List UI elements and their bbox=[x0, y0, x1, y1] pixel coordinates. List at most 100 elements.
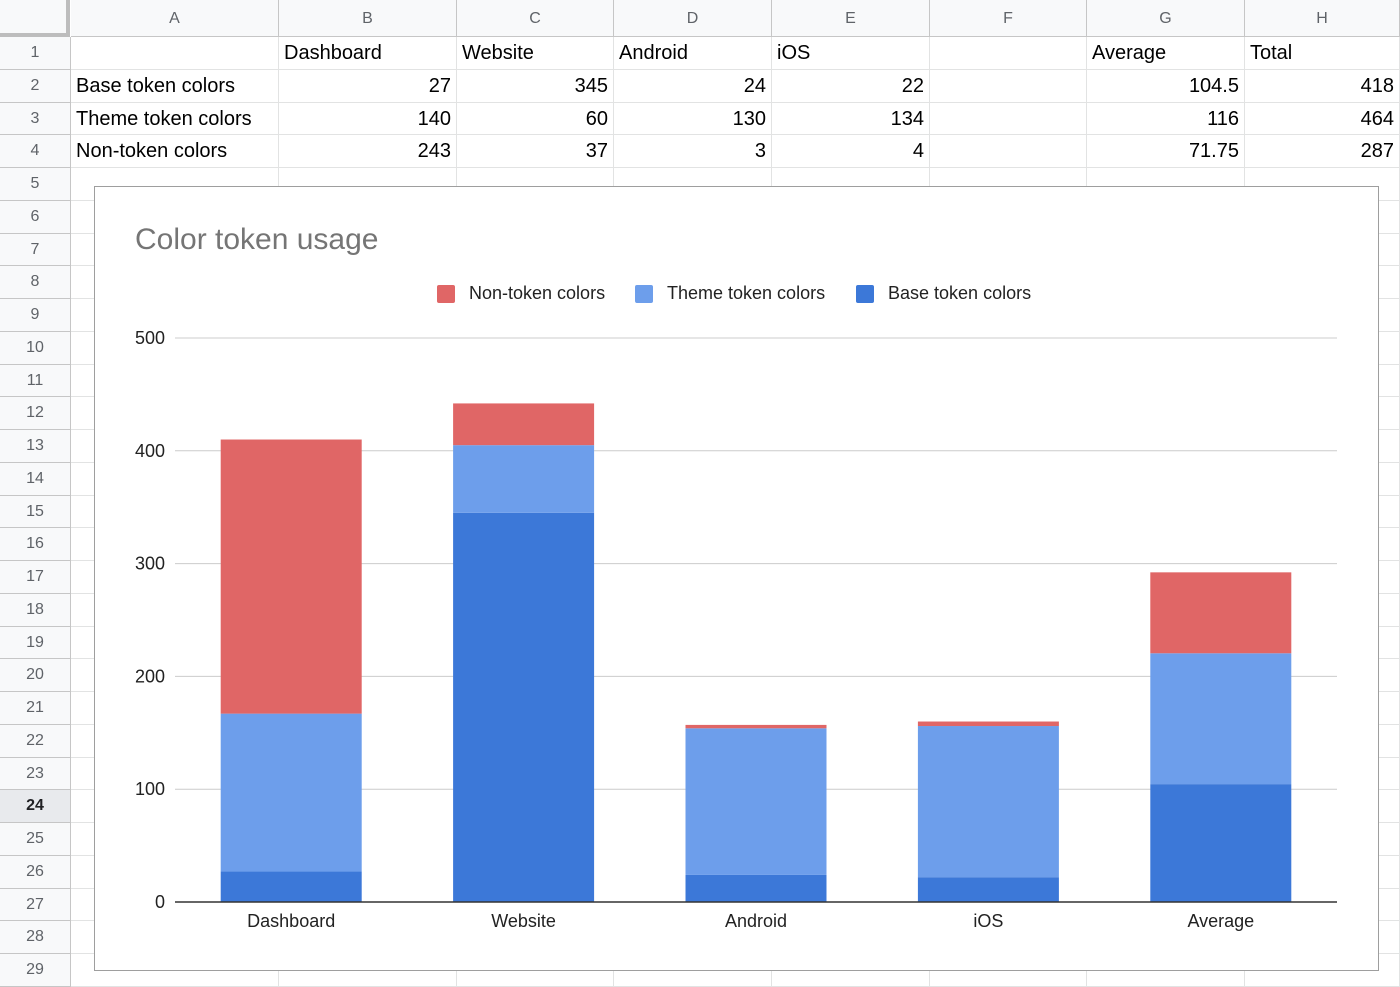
row-header-22[interactable]: 22 bbox=[0, 724, 71, 758]
chart-plot: 0 100 200 300 400 500 Dashboard Website Android i… bbox=[135, 328, 1337, 931]
y-tick-label: 0 bbox=[155, 892, 165, 912]
row-header-13[interactable]: 13 bbox=[0, 430, 71, 463]
bar-base-token-colors-ios bbox=[917, 877, 1059, 902]
cell-g1[interactable]: Average bbox=[1087, 37, 1245, 70]
row-header-7[interactable]: 7 bbox=[0, 233, 71, 267]
cell-h2[interactable]: 418 bbox=[1245, 69, 1400, 103]
column-header-g[interactable]: G bbox=[1087, 0, 1245, 37]
cell-a4[interactable]: Non-token colors bbox=[71, 135, 279, 168]
row-header-27[interactable]: 27 bbox=[0, 888, 71, 922]
cell-c3[interactable]: 60 bbox=[457, 102, 614, 136]
row-header-4[interactable]: 4 bbox=[0, 135, 71, 168]
select-all-corner[interactable] bbox=[0, 0, 70, 37]
row-header-29[interactable]: 29 bbox=[0, 954, 71, 987]
cell-h3[interactable]: 464 bbox=[1245, 102, 1400, 136]
row-header-18[interactable]: 18 bbox=[0, 593, 71, 627]
cell-d3[interactable]: 130 bbox=[614, 102, 772, 136]
bar-non-token-colors-dashboard bbox=[220, 439, 362, 714]
cell-c1[interactable]: Website bbox=[457, 37, 614, 70]
row-header-5[interactable]: 5 bbox=[0, 168, 71, 201]
cell-g4[interactable]: 71.75 bbox=[1087, 135, 1245, 168]
column-header-b[interactable]: B bbox=[279, 0, 457, 37]
cell-a2[interactable]: Base token colors bbox=[71, 69, 279, 103]
row-header-2[interactable]: 2 bbox=[0, 69, 71, 103]
column-header-h[interactable]: H bbox=[1245, 0, 1400, 37]
cell-f1[interactable] bbox=[930, 37, 1087, 70]
cell-g2[interactable]: 104.5 bbox=[1087, 69, 1245, 103]
cell-d2[interactable]: 24 bbox=[614, 69, 772, 103]
cell-f4[interactable] bbox=[930, 135, 1087, 168]
legend-swatch bbox=[437, 285, 455, 303]
y-tick-label: 500 bbox=[135, 328, 165, 348]
x-tick-label: Website bbox=[491, 911, 556, 931]
x-tick-label: Average bbox=[1187, 911, 1254, 931]
row-header-11[interactable]: 11 bbox=[0, 364, 71, 398]
cell-e1[interactable]: iOS bbox=[772, 37, 930, 70]
cell-d4[interactable]: 3 bbox=[614, 135, 772, 168]
cell-g3[interactable]: 116 bbox=[1087, 102, 1245, 136]
bar-theme-token-colors-average bbox=[1150, 653, 1292, 785]
row-header-15[interactable]: 15 bbox=[0, 495, 71, 529]
cell-a3[interactable]: Theme token colors bbox=[71, 102, 279, 136]
row-header-23[interactable]: 23 bbox=[0, 757, 71, 791]
bar-theme-token-colors-dashboard bbox=[220, 713, 362, 872]
column-header-f[interactable]: F bbox=[930, 0, 1087, 37]
legend-label: Non-token colors bbox=[469, 283, 606, 303]
x-tick-label: Android bbox=[725, 911, 787, 931]
cell-c2[interactable]: 345 bbox=[457, 69, 614, 103]
cell-e2[interactable]: 22 bbox=[772, 69, 930, 103]
y-tick-label: 100 bbox=[135, 779, 165, 799]
bar-base-token-colors-average bbox=[1150, 784, 1292, 902]
cell-b4[interactable]: 243 bbox=[279, 135, 457, 168]
cell-f3[interactable] bbox=[930, 102, 1087, 136]
cell-h4[interactable]: 287 bbox=[1245, 135, 1400, 168]
row-header-8[interactable]: 8 bbox=[0, 266, 71, 299]
chart[interactable]: Color token usage Non-token colors Theme … bbox=[94, 186, 1379, 971]
x-tick-label: iOS bbox=[973, 911, 1003, 931]
row-header-25[interactable]: 25 bbox=[0, 823, 71, 856]
cell-e4[interactable]: 4 bbox=[772, 135, 930, 168]
row-header-9[interactable]: 9 bbox=[0, 299, 71, 332]
row-header-26[interactable]: 26 bbox=[0, 855, 71, 889]
bar-base-token-colors-website bbox=[453, 512, 595, 902]
row-header-16[interactable]: 16 bbox=[0, 528, 71, 561]
row-header-28[interactable]: 28 bbox=[0, 921, 71, 954]
column-header-e[interactable]: E bbox=[772, 0, 930, 37]
y-tick-label: 200 bbox=[135, 666, 165, 686]
bar-non-token-colors-website bbox=[453, 403, 595, 446]
cell-b1[interactable]: Dashboard bbox=[279, 37, 457, 70]
chart-title: Color token usage bbox=[135, 223, 379, 256]
cell-c4[interactable]: 37 bbox=[457, 135, 614, 168]
row-header-17[interactable]: 17 bbox=[0, 561, 71, 594]
column-header-d[interactable]: D bbox=[614, 0, 772, 37]
row-header-19[interactable]: 19 bbox=[0, 626, 71, 660]
row-header-10[interactable]: 10 bbox=[0, 331, 71, 365]
cell-e3[interactable]: 134 bbox=[772, 102, 930, 136]
legend-label: Base token colors bbox=[888, 283, 1032, 303]
column-header-c[interactable]: C bbox=[457, 0, 614, 37]
cell-b2[interactable]: 27 bbox=[279, 69, 457, 103]
row-header-6[interactable]: 6 bbox=[0, 200, 71, 234]
row-header-3[interactable]: 3 bbox=[0, 102, 71, 136]
row-header-24[interactable]: 24 bbox=[0, 790, 71, 823]
legend-label: Theme token colors bbox=[667, 283, 826, 303]
row-header-1[interactable]: 1 bbox=[0, 37, 71, 70]
cell-b3[interactable]: 140 bbox=[279, 102, 457, 136]
y-tick-label: 300 bbox=[135, 554, 165, 574]
row-header-21[interactable]: 21 bbox=[0, 692, 71, 725]
cell-d1[interactable]: Android bbox=[614, 37, 772, 70]
cell-h1[interactable]: Total bbox=[1245, 37, 1400, 70]
y-tick-label: 400 bbox=[135, 441, 165, 461]
bar-theme-token-colors-website bbox=[453, 445, 595, 513]
row-header-20[interactable]: 20 bbox=[0, 659, 71, 692]
bar-non-token-colors-average bbox=[1150, 572, 1292, 654]
row-header-12[interactable]: 12 bbox=[0, 397, 71, 430]
row-header-14[interactable]: 14 bbox=[0, 462, 71, 496]
legend-swatch bbox=[856, 285, 874, 303]
cell-f2[interactable] bbox=[930, 69, 1087, 103]
legend-swatch bbox=[635, 285, 653, 303]
bar-theme-token-colors-ios bbox=[917, 726, 1059, 878]
column-header-a[interactable]: A bbox=[71, 0, 279, 37]
cell-a1[interactable] bbox=[71, 37, 279, 70]
